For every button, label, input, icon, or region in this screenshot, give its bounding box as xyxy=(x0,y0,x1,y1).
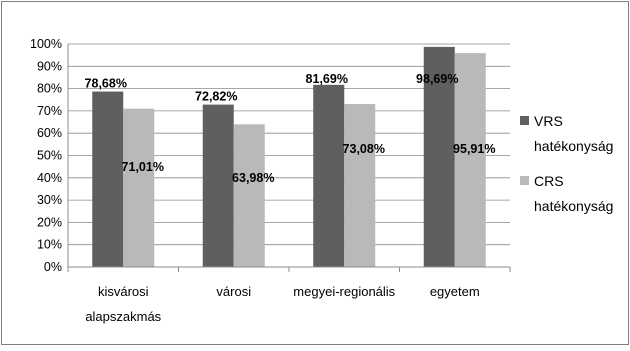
y-tick-label: 70% xyxy=(37,104,62,118)
bar-vrs xyxy=(423,46,455,268)
y-tick-label: 20% xyxy=(37,215,62,229)
legend-swatch-vrs xyxy=(520,116,529,125)
x-category-label: kisvárosi xyxy=(98,284,149,299)
y-tick-label: 100% xyxy=(30,37,62,51)
x-category-label: városi xyxy=(216,284,251,299)
bar-vrs xyxy=(202,104,234,268)
data-label-crs: 73,08% xyxy=(343,142,385,156)
legend: VRS hatékonyság CRS hatékonyság xyxy=(520,113,613,214)
legend-swatch-crs xyxy=(520,176,529,185)
data-label-crs: 63,98% xyxy=(232,171,274,185)
x-category-label: megyei-regionális xyxy=(293,284,395,299)
bar-vrs xyxy=(92,91,124,267)
y-tick-label: 50% xyxy=(37,149,62,163)
bars xyxy=(92,46,486,268)
bar-crs xyxy=(123,108,155,267)
data-label-crs: 95,91% xyxy=(453,142,495,156)
x-category-label: egyetem xyxy=(430,284,480,299)
y-tick-label: 40% xyxy=(37,171,62,185)
data-label-vrs: 81,69% xyxy=(306,72,348,86)
data-label-vrs: 78,68% xyxy=(85,77,127,91)
legend-label-vrs: hatékonyság xyxy=(534,138,613,154)
bar-crs xyxy=(454,53,486,268)
bar-vrs xyxy=(313,84,345,267)
y-tick-label: 10% xyxy=(37,238,62,252)
data-labels: 78,68% 72,82% 81,69% 98,69% 71,01% 63,98% 73,0… xyxy=(85,72,496,185)
x-category-label: alapszakmás xyxy=(85,309,161,324)
data-label-vrs: 72,82% xyxy=(195,90,237,104)
y-tick-label: 60% xyxy=(37,126,62,140)
y-tick-label: 30% xyxy=(37,193,62,207)
data-label-crs: 71,01% xyxy=(122,160,164,174)
y-tick-label: 0% xyxy=(44,260,62,274)
y-tick-label: 80% xyxy=(37,82,62,96)
axes: 0% 10% 20% 30% 40% 50% 60% 70% 80% 90% 100% kisváro… xyxy=(30,37,511,324)
legend-label-crs: hatékonyság xyxy=(534,198,613,214)
legend-label-crs: CRS xyxy=(534,173,564,189)
bar-crs xyxy=(233,124,265,267)
data-label-vrs: 98,69% xyxy=(416,72,458,86)
legend-label-vrs: VRS xyxy=(534,113,563,129)
bar-crs xyxy=(344,104,376,267)
y-tick-label: 90% xyxy=(37,59,62,73)
